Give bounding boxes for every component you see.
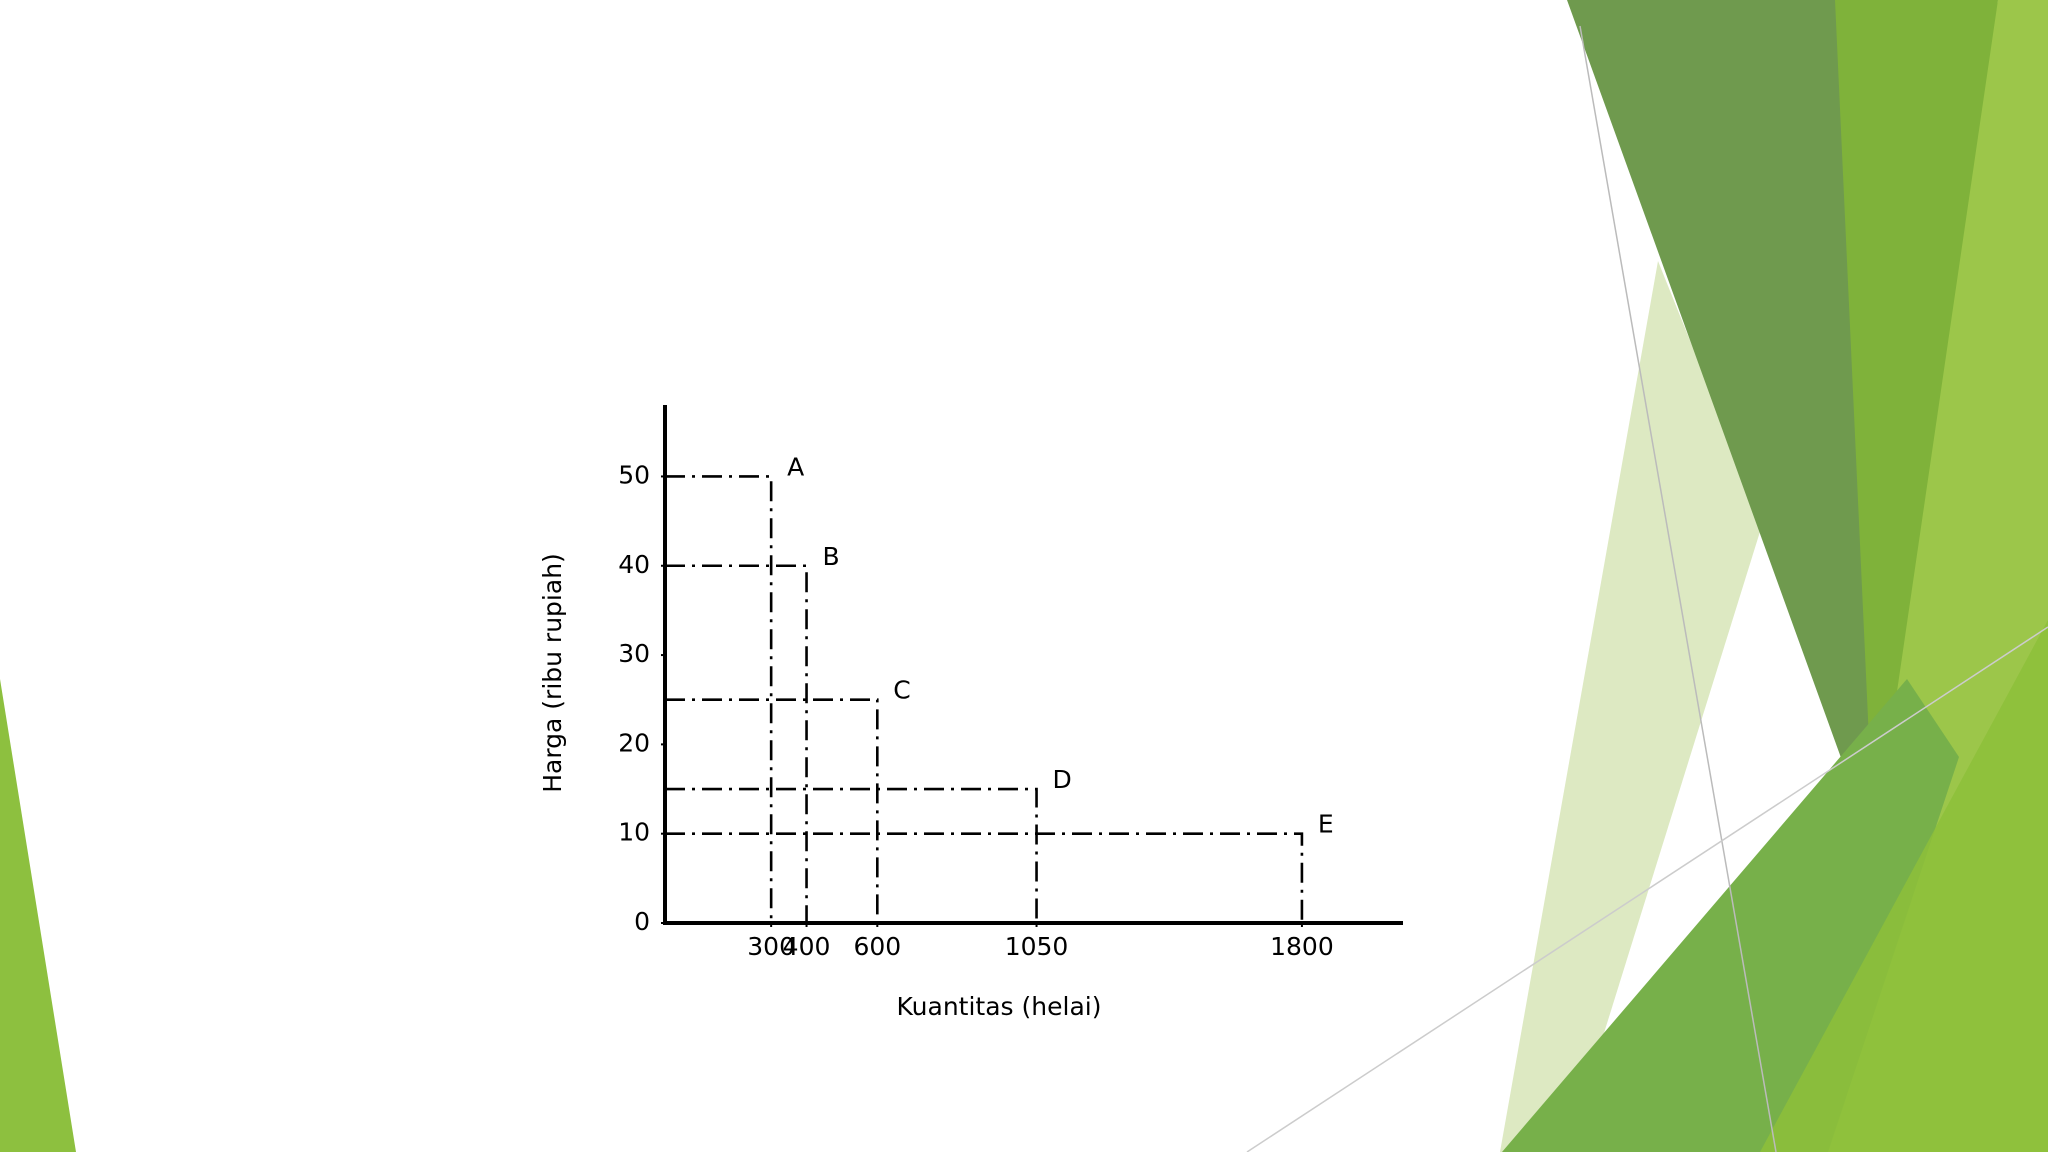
- x-axis-label: Kuantitas (helai): [897, 992, 1102, 1021]
- y-axis-label: Harga (ribu rupiah): [538, 553, 567, 793]
- x-tick-label: 1050: [1005, 932, 1069, 961]
- x-tick-label: 1800: [1270, 932, 1334, 961]
- drop-lines: [665, 564, 808, 923]
- decor-line: [1579, 25, 1777, 1152]
- shape: [0, 679, 76, 1152]
- y-tick-label: 10: [618, 818, 650, 847]
- drop-lines: [665, 832, 1304, 923]
- point-label: B: [823, 542, 840, 571]
- shape: [1500, 261, 1763, 1152]
- shape: [1567, 0, 1920, 849]
- y-tick-label: 20: [618, 728, 650, 757]
- x-tick-label: 600: [853, 932, 901, 961]
- drop-lines: [665, 787, 1038, 923]
- x-tick-label: 300: [747, 932, 795, 961]
- shape: [1760, 620, 2048, 1152]
- point-label: C: [893, 676, 910, 705]
- y-tick-label: 30: [618, 639, 650, 668]
- x-tick-label: 400: [783, 932, 831, 961]
- drop-lines: [665, 698, 879, 923]
- y-tick-label: 40: [618, 550, 650, 579]
- decor-line: [1246, 626, 2048, 1152]
- y-tick-label: 50: [618, 460, 650, 489]
- point-label: E: [1318, 810, 1334, 839]
- y-tick-label: 0: [634, 907, 650, 936]
- point-label: D: [1053, 765, 1072, 794]
- point-label: A: [787, 452, 804, 481]
